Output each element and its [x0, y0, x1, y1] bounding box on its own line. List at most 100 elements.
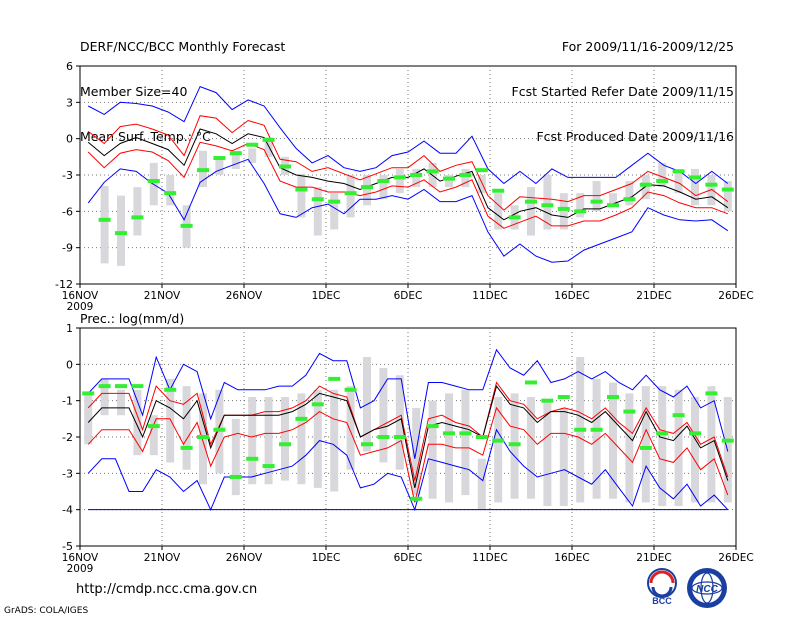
temp-xtick-label: 6DEC: [394, 290, 423, 302]
footer-url[interactable]: http://cmdp.ncc.cma.gov.cn: [76, 582, 258, 597]
temp-xtick-label: 26DEC: [718, 290, 753, 302]
temp-ensemble-box: [609, 193, 617, 206]
temp-observed-mark: [393, 175, 406, 180]
prec-xtick-label: 6DEC: [394, 552, 423, 564]
prec-observed-mark: [197, 435, 209, 439]
temp-observed-mark: [131, 215, 144, 220]
temp-observed-mark: [311, 197, 324, 202]
bcc-logo: BCC: [647, 568, 677, 606]
prec-ensemble-box: [84, 393, 93, 445]
prec-observed-mark: [246, 456, 259, 461]
temp-xtick-label: 11DEC: [472, 290, 507, 302]
header-forecast-period: For 2009/11/16-2009/12/25: [561, 39, 734, 54]
temp-observed-mark: [590, 199, 603, 204]
prec-ensemble-box: [149, 415, 158, 456]
temp-ensemble-box: [297, 173, 306, 218]
prec-ensemble-box: [231, 418, 240, 496]
prec-ensemble-box: [428, 400, 437, 499]
temp-observed-mark: [328, 199, 341, 204]
temp-ensemble-box: [723, 181, 732, 212]
prec-max-line: [87, 348, 729, 459]
prec-ensemble-box: [395, 375, 404, 470]
temp-ensemble-box: [576, 193, 585, 218]
prec-xtick-label: 1DEC: [312, 552, 341, 564]
prec-ytick-label: -4: [62, 504, 73, 517]
temp-xtick-label: 16DEC: [554, 290, 589, 302]
temp-observed-mark: [426, 169, 439, 174]
prec-observed-mark: [607, 395, 619, 400]
temp-ensemble-box: [133, 187, 142, 236]
temp-ensemble-box: [264, 137, 273, 157]
prec-ensemble-box: [559, 407, 568, 507]
prec-observed-mark: [672, 413, 685, 418]
prec-ensemble-box: [166, 378, 175, 463]
temp-observed-mark: [246, 142, 259, 147]
prec-observed-mark: [639, 445, 652, 450]
temp-observed-mark: [705, 182, 718, 187]
temp-ensemble-box: [527, 187, 535, 236]
temp-observed-mark: [213, 156, 226, 161]
temp-ensemble-box: [445, 175, 453, 188]
temp-ensemble-box: [117, 195, 125, 266]
temp-xtick-label: 16NOV: [62, 290, 99, 302]
prec-observed-mark: [262, 464, 275, 469]
temp-observed-mark: [344, 191, 357, 196]
temp-ensemble-box: [559, 193, 568, 230]
temp-observed-mark: [262, 137, 275, 142]
prec-ensemble-box: [461, 389, 470, 496]
prec-p10-line: [87, 406, 729, 503]
prec-ensemble-box: [379, 367, 388, 463]
prec-observed-mark: [689, 431, 701, 436]
prec-ensemble-box: [527, 397, 535, 499]
temp-ensemble-box: [658, 162, 667, 188]
temp-xtick-label: 21DEC: [636, 290, 671, 302]
temp-ytick-label: 0: [66, 133, 73, 146]
prec-observed-mark: [459, 431, 472, 436]
header-variable: Mean Surf. Temp.: °C: [80, 129, 211, 144]
prec-observed-mark: [164, 387, 177, 392]
prec-observed-mark: [426, 424, 439, 429]
prec-observed-mark: [705, 391, 718, 396]
prec-ensemble-box: [100, 378, 109, 416]
temp-observed-mark: [689, 175, 701, 180]
prec-observed-mark: [344, 387, 357, 392]
temp-observed-mark: [525, 199, 537, 204]
temp-observed-mark: [672, 169, 685, 174]
prec-ensemble-box: [182, 386, 191, 470]
prec-xtick-label: 16NOV: [62, 552, 99, 564]
prec-ensemble-box: [674, 389, 683, 507]
prec-ensemble-box: [658, 386, 667, 507]
temp-ensemble-box: [231, 150, 240, 169]
temp-ensemble-box: [477, 175, 486, 194]
temp-ytick-label: 3: [66, 96, 73, 109]
temp-observed-mark: [443, 176, 455, 181]
temp-observed-mark: [541, 203, 554, 208]
temp-p10-line: [87, 141, 728, 229]
temp-ensemble-box: [166, 175, 175, 206]
temp-ensemble-box: [592, 181, 601, 212]
temp-observed-mark: [656, 179, 669, 184]
temp-observed-mark: [115, 231, 127, 236]
temp-ensemble-box: [313, 187, 322, 236]
ncc-logo-text: NCC: [696, 584, 718, 595]
temp-observed-mark: [639, 182, 652, 187]
prec-mean-line: [87, 384, 729, 489]
temp-ensemble-box: [215, 156, 224, 175]
temp-xtick-label: 26NOV: [226, 290, 263, 302]
temp-p90-line: [87, 115, 729, 211]
prec-xtick-label: 21NOV: [144, 552, 181, 564]
temp-ensemble-box: [248, 148, 257, 163]
prec-observed-mark: [574, 427, 587, 432]
prec-observed-mark: [328, 376, 341, 381]
temp-observed-mark: [279, 164, 291, 169]
prec-observed-mark: [115, 384, 127, 389]
prec-p90-line: [87, 381, 729, 481]
prec-ytick-label: -2: [62, 431, 73, 444]
footer-grads-credit: GrADS: COLA/IGES: [4, 606, 89, 616]
header-left: DERF/NCC/BCC Monthly Forecast Member Siz…: [80, 12, 285, 158]
prec-ensemble-box: [330, 389, 339, 492]
prec-ensemble-box: [297, 393, 306, 485]
temp-ensemble-box: [100, 185, 109, 264]
temp-observed-mark: [180, 223, 193, 228]
